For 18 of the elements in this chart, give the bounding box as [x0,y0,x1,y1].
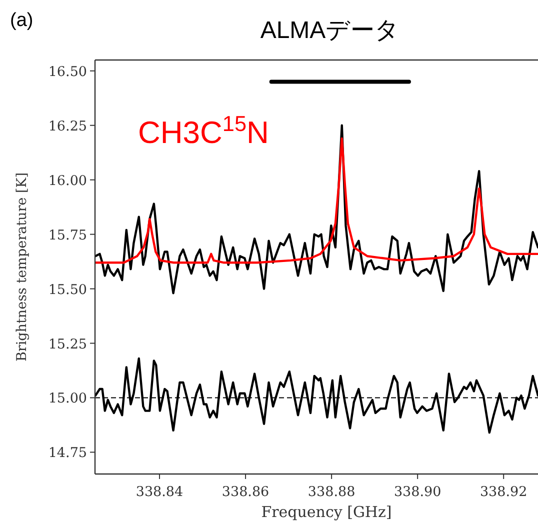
text: (a) [10,10,34,31]
y-tick-label: 15.75 [48,227,87,244]
y-tick-label: 15.00 [48,390,87,407]
y-tick-label: 14.75 [48,445,87,462]
x-tick-label: 338.86 [222,484,270,500]
x-tick-label: 338.92 [480,484,528,500]
x-tick-label: 338.88 [308,484,356,500]
y-tick-label: 15.50 [48,282,87,298]
x-axis-title: Frequency [GHz] [261,503,392,521]
x-tick-label: 338.84 [136,484,184,500]
chart-title: ALMAデータ [260,17,400,44]
y-tick-label: 15.25 [48,336,87,352]
y-tick-label: 16.00 [48,172,87,189]
y-axis-title: Brightness temperature [K] [14,172,30,362]
text: CH3C$^{15}$N [138,110,269,150]
y-tick-label: 16.50 [48,64,87,80]
x-tick-label: 338.90 [394,484,442,500]
y-tick-label: 16.25 [48,118,87,134]
